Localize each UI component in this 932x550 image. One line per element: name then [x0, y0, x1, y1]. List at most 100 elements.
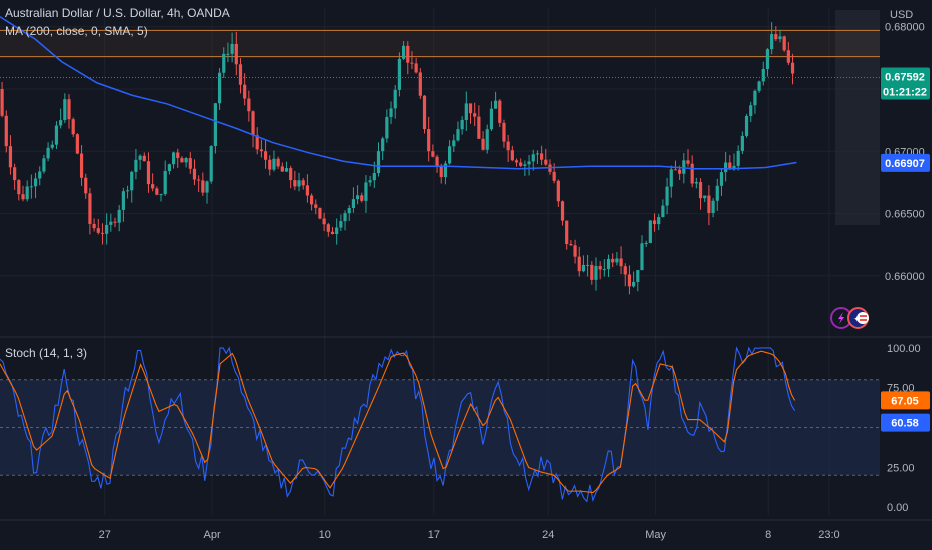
candle-body — [167, 164, 171, 172]
candle-body — [648, 220, 652, 243]
candle-body — [42, 158, 46, 172]
candle-body — [749, 105, 753, 116]
candle-body — [213, 103, 217, 147]
candle-body — [728, 162, 732, 170]
stoch-series[interactable] — [0, 346, 796, 503]
candle-body — [372, 173, 376, 181]
candle-body — [280, 166, 284, 172]
candle-body — [276, 158, 280, 167]
candle-body — [92, 223, 96, 229]
stoch-d-tag: 67.05 — [881, 391, 930, 410]
svg-text:0.66907: 0.66907 — [885, 158, 925, 170]
candle-body — [125, 190, 130, 192]
candle-body — [205, 181, 209, 193]
candle-body — [263, 151, 268, 160]
candle-body — [4, 115, 8, 147]
price-tick-label: 0.66000 — [885, 271, 925, 283]
candle-body — [21, 194, 25, 200]
value-tags: 0.67592 01:21:22 0.66907 67.05 60.58 — [0, 67, 930, 432]
time-tick-label: 8 — [765, 529, 771, 541]
horizontal-levels[interactable] — [0, 29, 880, 58]
candle-body — [151, 184, 155, 189]
candle-body — [289, 168, 293, 181]
candle-body — [473, 113, 477, 117]
svg-text:✦: ✦ — [853, 315, 861, 325]
candle-body — [770, 34, 774, 50]
candle-body — [435, 156, 439, 167]
candle-body — [431, 151, 435, 157]
candle-body — [640, 243, 644, 271]
candlestick-series[interactable] — [0, 22, 795, 295]
svg-text:67.05: 67.05 — [891, 395, 919, 407]
candle-body — [410, 62, 414, 64]
candle-body — [364, 182, 368, 201]
candle-body — [184, 158, 188, 163]
candle-body — [506, 141, 510, 151]
candle-body — [255, 135, 259, 150]
candle-body — [339, 221, 343, 228]
candle-body — [305, 185, 310, 196]
candle-body — [234, 43, 238, 65]
candle-body — [230, 43, 234, 54]
candle-body — [59, 120, 63, 126]
candle-body — [661, 205, 665, 218]
ma-indicator-label[interactable]: MA (200, close, 0, SMA, 5) — [5, 24, 148, 38]
candle-body — [544, 159, 548, 165]
candle-body — [560, 201, 565, 221]
candle-body — [657, 217, 661, 225]
candle-body — [159, 194, 163, 196]
candle-body — [594, 266, 598, 280]
stoch-indicator-label[interactable]: Stoch (14, 1, 3) — [5, 346, 88, 360]
candle-body — [46, 147, 50, 159]
projection-zone — [835, 10, 880, 225]
candle-body — [84, 177, 88, 194]
candle-body — [163, 171, 167, 195]
candle-body — [355, 195, 360, 200]
candle-body — [778, 36, 782, 40]
candle-body — [17, 180, 21, 195]
candle-body — [590, 264, 594, 280]
candle-body — [134, 159, 138, 172]
candle-body — [155, 188, 159, 195]
candle-body — [615, 258, 619, 263]
candle-body — [724, 162, 728, 173]
candle-body — [33, 178, 38, 187]
candle-body — [703, 195, 707, 199]
candle-body — [188, 158, 192, 169]
candle-body — [330, 231, 335, 235]
au-us-flag-icon[interactable]: ✦ — [847, 307, 869, 329]
time-tick-label: May — [645, 529, 666, 541]
candle-body — [293, 180, 297, 187]
ma-line-series[interactable] — [0, 16, 797, 170]
candle-body — [627, 274, 632, 287]
candle-body — [243, 84, 247, 99]
candle-body — [401, 45, 406, 59]
candle-body — [510, 150, 514, 161]
symbol-title[interactable]: Australian Dollar / U.S. Dollar, 4h, OAN… — [5, 6, 230, 20]
candle-body — [611, 258, 615, 263]
candle-body — [761, 68, 765, 82]
candle-body — [38, 171, 42, 179]
candle-body — [259, 149, 263, 152]
candle-body — [481, 138, 485, 150]
candle-body — [774, 34, 778, 40]
candle-body — [130, 171, 134, 191]
candle-body — [556, 180, 560, 202]
candle-body — [297, 180, 301, 187]
candle-body — [109, 221, 113, 225]
time-axis[interactable]: 27 Apr 10 17 24 May 8 23:0 — [0, 519, 932, 541]
candle-body — [397, 58, 402, 90]
candle-body — [498, 100, 502, 123]
candle-body — [238, 64, 243, 85]
svg-text:60.58: 60.58 — [891, 418, 919, 430]
candle-body — [632, 281, 636, 287]
candle-body — [105, 224, 109, 234]
currency-label[interactable]: USD — [890, 9, 914, 21]
ma-line — [0, 16, 797, 170]
candle-body — [121, 191, 125, 210]
candle-body — [347, 207, 351, 214]
stoch-tick-label: 25.00 — [887, 462, 915, 474]
candle-body — [494, 100, 498, 109]
candle-body — [443, 163, 448, 178]
